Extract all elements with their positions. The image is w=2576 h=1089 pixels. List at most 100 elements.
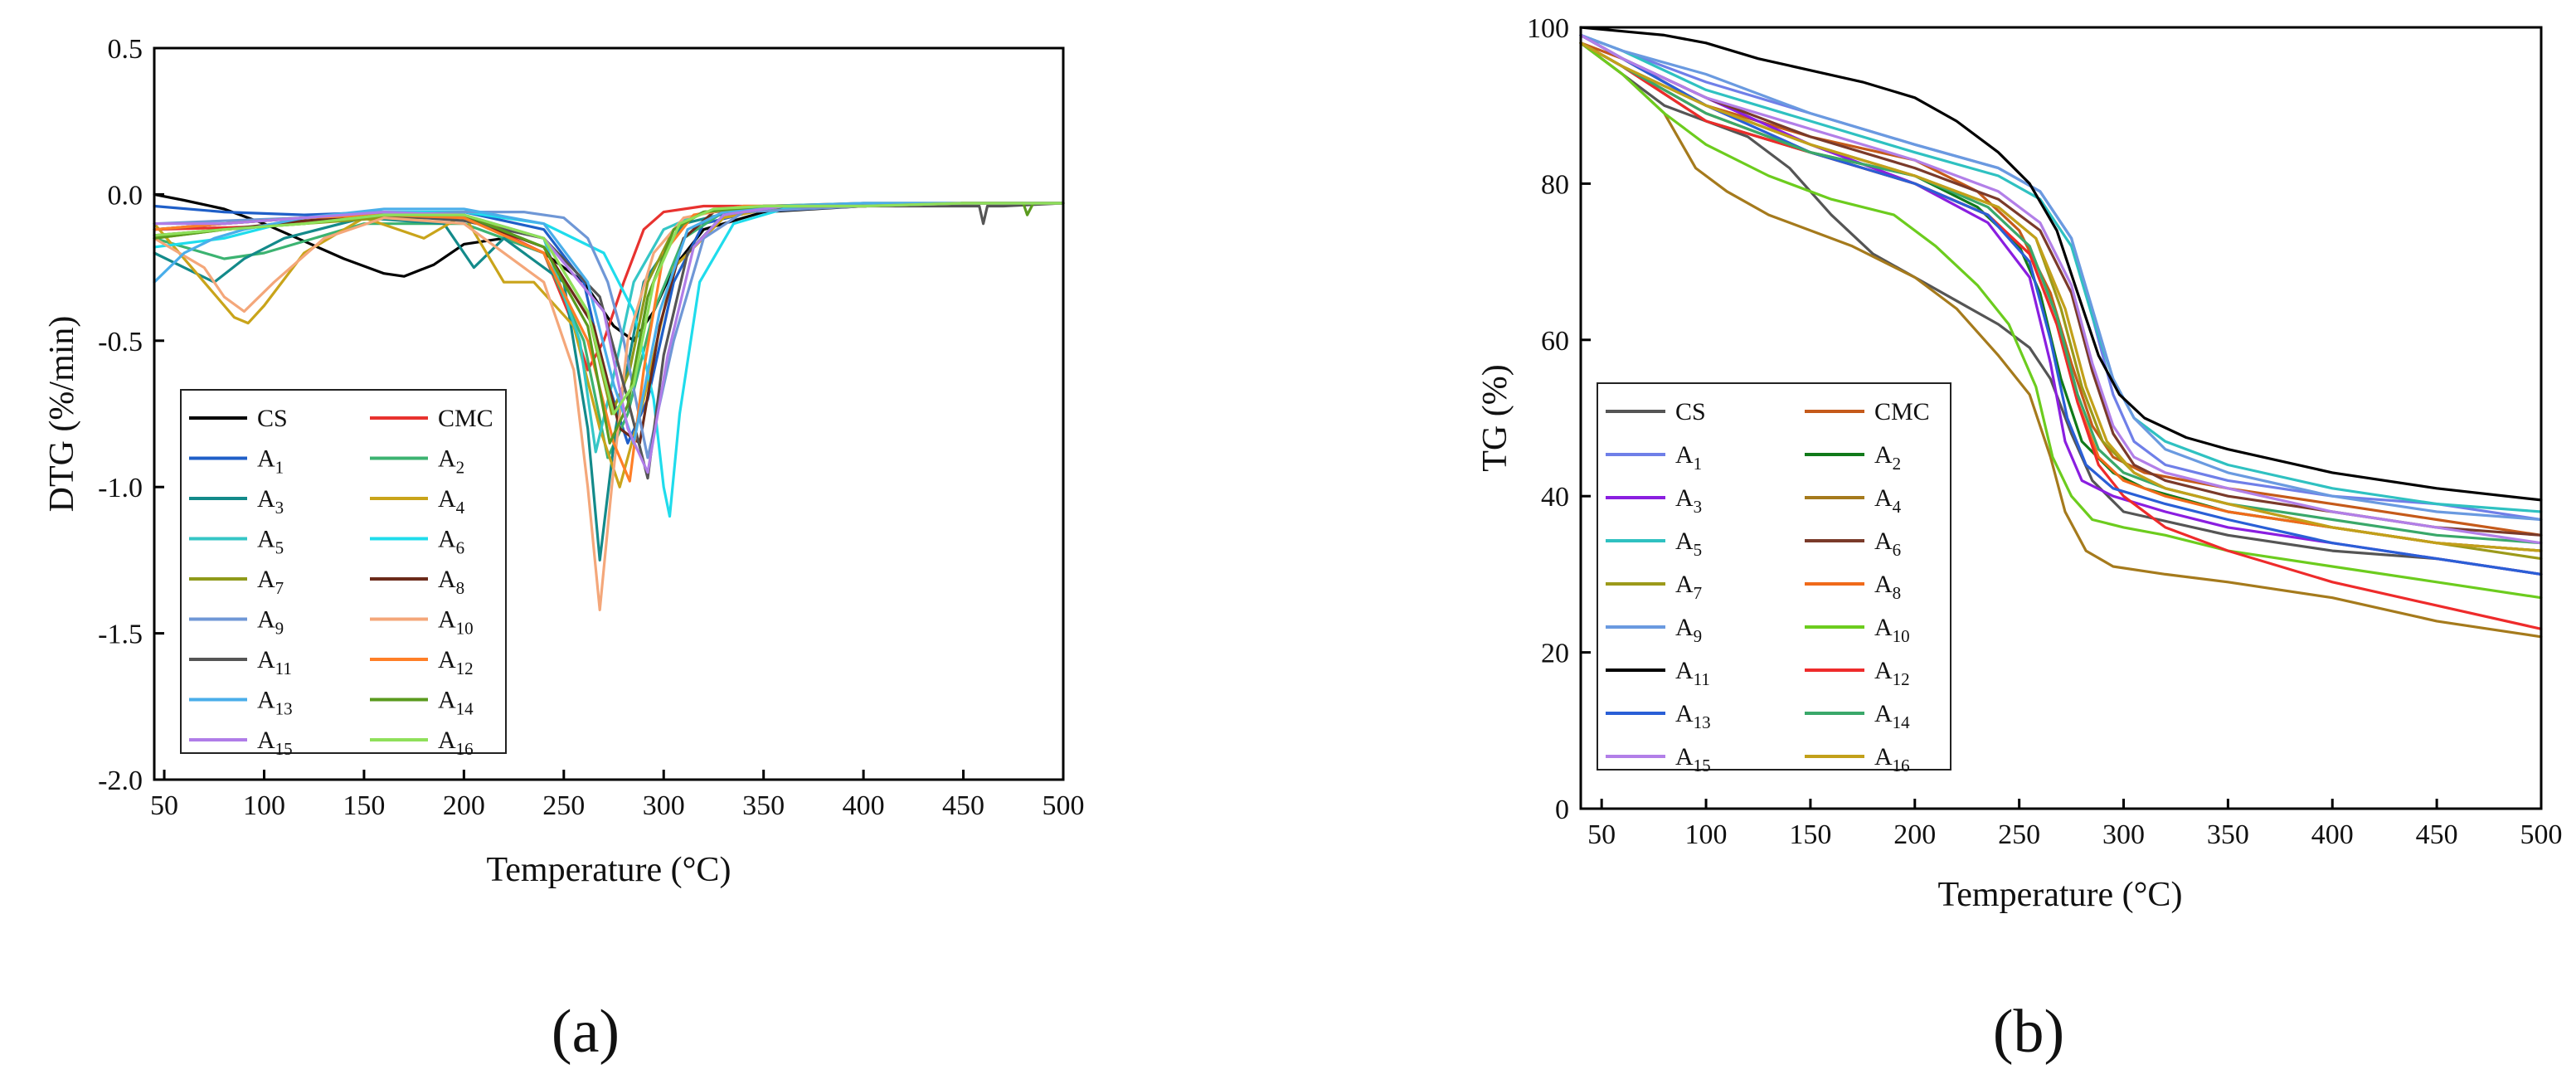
tg-legend-subscript: 10	[1893, 626, 1910, 646]
tg-plot-frame	[1579, 26, 2543, 810]
dtg-line-a16	[153, 202, 1065, 416]
dtg-y-axis-title: DTG (%/min)	[43, 316, 81, 513]
dtg-legend-subscript: 2	[456, 458, 465, 478]
dtg-x-ticks: 50 100 150 200 250 300 350 400 450 500	[150, 770, 1085, 821]
tg-line-a15	[1579, 33, 2543, 545]
dtg-y-tick-label-0: -2.0	[98, 766, 143, 796]
tg-legend-label-a15: A15	[1675, 743, 1711, 775]
dtg-legend-box	[180, 389, 507, 754]
dtg-x-tick-label-0: 50	[150, 790, 178, 821]
dtg-legend-subscript: 12	[456, 659, 474, 678]
panel-label-a: (a)	[552, 998, 620, 1066]
dtg-legend-subscript: 14	[456, 699, 474, 719]
tg-legend-subscript: 7	[1694, 583, 1703, 603]
tg-legend-subscript: 15	[1694, 756, 1711, 775]
dtg-x-tick-label-4: 250	[542, 790, 585, 821]
dtg-x-tick-label-8: 450	[942, 790, 984, 821]
dtg-x-tick-label-7: 400	[843, 790, 885, 821]
tg-line-a9	[1579, 33, 2543, 522]
tg-legend-subscript: 13	[1694, 712, 1711, 732]
panel-label-b: (b)	[1993, 998, 2064, 1066]
dtg-legend-label-cmc: CMC	[438, 405, 493, 432]
dtg-legend-subscript: 10	[456, 619, 474, 639]
dtg-legend-subscript: 4	[456, 498, 465, 518]
tg-legend-subscript: 5	[1694, 540, 1703, 560]
tg-line-a6	[1579, 33, 2543, 537]
dtg-series-group	[153, 192, 1065, 611]
dtg-x-tick-label-6: 350	[742, 790, 785, 821]
dtg-y-tick-label-2: -1.0	[98, 473, 143, 503]
tg-series-group	[1579, 26, 2543, 639]
tg-x-ticks: 50 100 150 200 250 300 350 400 450 500	[1587, 799, 2563, 850]
dtg-chart-panel: 50 100 150 200 250 300 350 400 450 500 -2.0 -1.5 -1…	[43, 34, 1085, 1066]
tg-x-tick-label-0: 50	[1587, 819, 1616, 850]
dtg-legend-label-cs: CS	[257, 405, 288, 432]
tg-line-a16	[1579, 41, 2543, 552]
tg-line-a3	[1579, 33, 2543, 576]
dtg-legend-label-a13: A13	[257, 687, 293, 719]
dtg-y-tick-label-5: 0.5	[108, 34, 143, 65]
tg-legend-subscript: 6	[1893, 540, 1902, 560]
tg-line-a5	[1579, 33, 2543, 513]
tg-line-a11	[1579, 26, 2543, 502]
tg-legend-label-cmc: CMC	[1874, 398, 1930, 425]
tg-x-tick-label-1: 100	[1685, 819, 1728, 850]
dtg-x-tick-label-5: 300	[643, 790, 685, 821]
tg-line-a13	[1579, 33, 2543, 576]
dtg-x-tick-label-1: 100	[243, 790, 285, 821]
tg-x-tick-label-8: 450	[2416, 819, 2458, 850]
tg-y-tick-label-1: 20	[1541, 639, 1569, 669]
tg-legend-subscript: 4	[1893, 497, 1902, 517]
dtg-plot-frame	[153, 46, 1065, 781]
dtg-legend-subscript: 11	[275, 659, 292, 678]
dtg-legend-subscript: 13	[275, 699, 293, 719]
tg-x-axis-title: Temperature (°C)	[1938, 876, 2183, 914]
dtg-legend-label-a8: A8	[438, 566, 464, 598]
tg-line-a12	[1579, 41, 2543, 630]
dtg-y-tick-label-1: -1.5	[98, 620, 143, 650]
dtg-legend-subscript: 15	[275, 739, 293, 759]
dtg-x-tick-label-2: 150	[343, 790, 385, 821]
tg-legend-label-a14: A14	[1874, 700, 1910, 732]
tg-line-a14	[1579, 41, 2543, 545]
dtg-y-ticks: -2.0 -1.5 -1.0 -0.5 0.0 0.5	[98, 34, 164, 796]
tg-x-tick-label-7: 400	[2311, 819, 2354, 850]
tg-x-tick-label-9: 500	[2520, 819, 2563, 850]
tg-y-axis-title: TG (%)	[1476, 364, 1514, 471]
dtg-x-tick-label-9: 500	[1043, 790, 1085, 821]
dtg-legend-subscript: 16	[456, 739, 474, 759]
tg-legend-subscript: 2	[1893, 454, 1902, 474]
tg-legend-subscript: 12	[1893, 669, 1910, 689]
tg-legend-label-a9: A9	[1675, 614, 1702, 646]
tg-x-tick-label-5: 300	[2102, 819, 2145, 850]
tg-y-tick-label-4: 80	[1541, 169, 1569, 200]
tg-legend-subscript: 16	[1893, 756, 1910, 775]
dtg-legend-subscript: 6	[456, 538, 465, 558]
dtg-y-tick-label-4: 0.0	[108, 180, 143, 211]
tg-y-ticks: 0 20 40 60 80 100	[1527, 13, 1591, 825]
dtg-legend-subscript: 9	[275, 619, 284, 639]
dtg-legend-subscript: 3	[275, 498, 284, 518]
tg-y-tick-label-2: 40	[1541, 482, 1569, 513]
tg-chart-panel: 50 100 150 200 250 300 350 400 450 500 0 20 40 60 80 1…	[1476, 13, 2563, 1066]
tg-y-tick-label-3: 60	[1541, 326, 1569, 357]
tg-x-tick-label-4: 250	[1998, 819, 2040, 850]
tg-line-a4	[1579, 41, 2543, 639]
dtg-legend-subscript: 1	[275, 458, 284, 478]
dtg-x-tick-label-3: 200	[443, 790, 485, 821]
tg-y-tick-label-5: 100	[1527, 13, 1569, 44]
tg-y-tick-label-0: 0	[1555, 795, 1569, 825]
tg-legend-subscript: 1	[1694, 454, 1703, 474]
tg-legend-subscript: 14	[1893, 712, 1911, 732]
tg-legend-subscript: 8	[1893, 583, 1902, 603]
tg-legend-subscript: 11	[1694, 669, 1710, 689]
dtg-legend-subscript: 5	[275, 538, 284, 558]
tg-x-tick-label-6: 350	[2207, 819, 2249, 850]
tg-legend-label-a7: A7	[1675, 571, 1702, 603]
tg-legend-subscript: 3	[1694, 497, 1703, 517]
dtg-x-axis-title: Temperature (°C)	[487, 851, 731, 889]
tg-legend-label-cs: CS	[1675, 398, 1706, 425]
